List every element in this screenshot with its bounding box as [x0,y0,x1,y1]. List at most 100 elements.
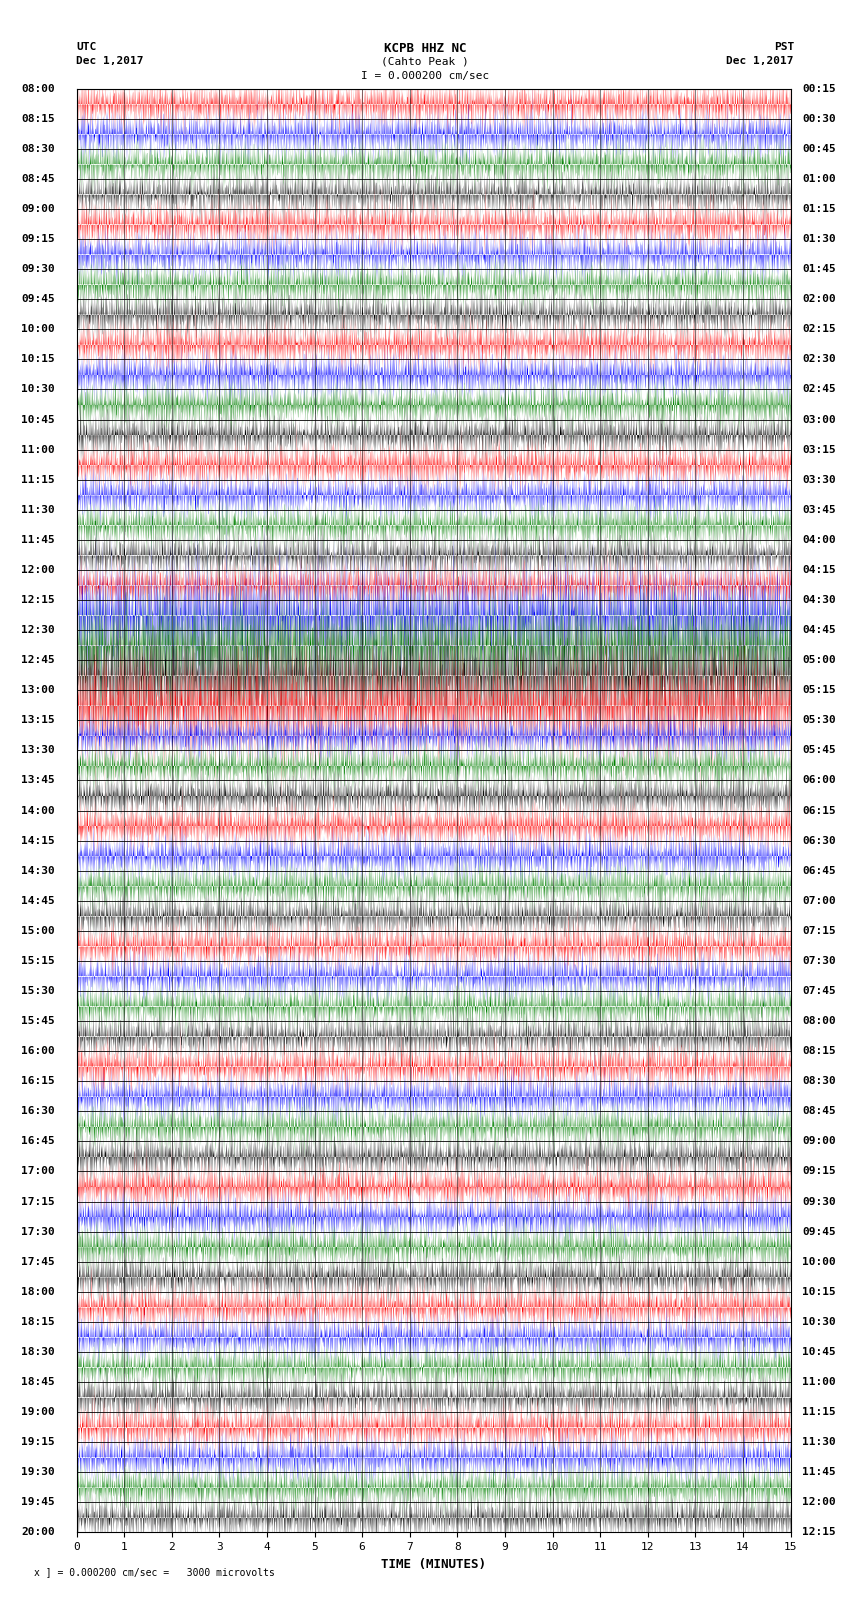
Text: 15:00: 15:00 [21,926,55,936]
Text: 11:45: 11:45 [802,1468,836,1478]
Text: 01:00: 01:00 [802,174,836,184]
Text: 08:00: 08:00 [21,84,55,94]
Text: 19:30: 19:30 [21,1468,55,1478]
Text: (Cahto Peak ): (Cahto Peak ) [381,56,469,66]
Text: 05:15: 05:15 [802,686,836,695]
Text: 11:00: 11:00 [21,445,55,455]
Text: 06:15: 06:15 [802,805,836,816]
Text: 11:15: 11:15 [802,1407,836,1418]
Text: 06:30: 06:30 [802,836,836,845]
Text: 08:00: 08:00 [802,1016,836,1026]
Text: 10:00: 10:00 [802,1257,836,1266]
Text: 13:15: 13:15 [21,715,55,726]
Text: 18:15: 18:15 [21,1316,55,1327]
Text: 17:00: 17:00 [21,1166,55,1176]
Text: 03:00: 03:00 [802,415,836,424]
Text: Dec 1,2017: Dec 1,2017 [727,56,794,66]
Text: 04:30: 04:30 [802,595,836,605]
X-axis label: TIME (MINUTES): TIME (MINUTES) [381,1558,486,1571]
Text: 19:15: 19:15 [21,1437,55,1447]
Text: 09:30: 09:30 [802,1197,836,1207]
Text: 10:15: 10:15 [802,1287,836,1297]
Text: KCPB HHZ NC: KCPB HHZ NC [383,42,467,55]
Text: 02:15: 02:15 [802,324,836,334]
Text: 08:15: 08:15 [21,115,55,124]
Text: 10:00: 10:00 [21,324,55,334]
Text: 16:45: 16:45 [21,1137,55,1147]
Text: PST: PST [774,42,794,52]
Text: 11:00: 11:00 [802,1378,836,1387]
Text: 12:00: 12:00 [802,1497,836,1507]
Text: 15:45: 15:45 [21,1016,55,1026]
Text: 02:30: 02:30 [802,355,836,365]
Text: 09:00: 09:00 [802,1137,836,1147]
Text: 07:15: 07:15 [802,926,836,936]
Text: 08:30: 08:30 [802,1076,836,1086]
Text: 04:15: 04:15 [802,565,836,574]
Text: 08:45: 08:45 [802,1107,836,1116]
Text: 12:15: 12:15 [21,595,55,605]
Text: 10:45: 10:45 [21,415,55,424]
Text: 00:45: 00:45 [802,144,836,153]
Text: 17:30: 17:30 [21,1226,55,1237]
Text: 05:45: 05:45 [802,745,836,755]
Text: 08:45: 08:45 [21,174,55,184]
Text: 09:15: 09:15 [802,1166,836,1176]
Text: 17:15: 17:15 [21,1197,55,1207]
Text: 04:00: 04:00 [802,536,836,545]
Text: 09:45: 09:45 [21,294,55,305]
Text: 10:30: 10:30 [802,1316,836,1327]
Text: 09:15: 09:15 [21,234,55,244]
Text: 01:15: 01:15 [802,203,836,215]
Text: 00:30: 00:30 [802,115,836,124]
Text: 12:00: 12:00 [21,565,55,574]
Text: 11:30: 11:30 [802,1437,836,1447]
Text: 10:15: 10:15 [21,355,55,365]
Text: 17:45: 17:45 [21,1257,55,1266]
Text: 11:15: 11:15 [21,474,55,484]
Text: 16:15: 16:15 [21,1076,55,1086]
Text: 20:00: 20:00 [21,1528,55,1537]
Text: 03:30: 03:30 [802,474,836,484]
Text: 07:45: 07:45 [802,986,836,995]
Text: 07:30: 07:30 [802,957,836,966]
Text: 13:45: 13:45 [21,776,55,786]
Text: 13:00: 13:00 [21,686,55,695]
Text: 09:45: 09:45 [802,1226,836,1237]
Text: 18:45: 18:45 [21,1378,55,1387]
Text: 08:15: 08:15 [802,1047,836,1057]
Text: 05:00: 05:00 [802,655,836,665]
Text: 16:30: 16:30 [21,1107,55,1116]
Text: I = 0.000200 cm/sec: I = 0.000200 cm/sec [361,71,489,81]
Text: 07:00: 07:00 [802,895,836,907]
Text: 09:00: 09:00 [21,203,55,215]
Text: 09:30: 09:30 [21,265,55,274]
Text: 10:30: 10:30 [21,384,55,395]
Text: 15:15: 15:15 [21,957,55,966]
Text: 12:15: 12:15 [802,1528,836,1537]
Text: 14:45: 14:45 [21,895,55,907]
Text: 11:30: 11:30 [21,505,55,515]
Text: 08:30: 08:30 [21,144,55,153]
Text: 03:15: 03:15 [802,445,836,455]
Text: 14:15: 14:15 [21,836,55,845]
Text: 06:00: 06:00 [802,776,836,786]
Text: 14:30: 14:30 [21,866,55,876]
Text: 03:45: 03:45 [802,505,836,515]
Text: Dec 1,2017: Dec 1,2017 [76,56,144,66]
Text: 18:00: 18:00 [21,1287,55,1297]
Text: 05:30: 05:30 [802,715,836,726]
Text: 12:45: 12:45 [21,655,55,665]
Text: x ] = 0.000200 cm/sec =   3000 microvolts: x ] = 0.000200 cm/sec = 3000 microvolts [34,1568,275,1578]
Text: 14:00: 14:00 [21,805,55,816]
Text: 01:30: 01:30 [802,234,836,244]
Text: 00:15: 00:15 [802,84,836,94]
Text: 02:00: 02:00 [802,294,836,305]
Text: 16:00: 16:00 [21,1047,55,1057]
Text: 15:30: 15:30 [21,986,55,995]
Text: 02:45: 02:45 [802,384,836,395]
Text: 01:45: 01:45 [802,265,836,274]
Text: 19:45: 19:45 [21,1497,55,1507]
Text: 10:45: 10:45 [802,1347,836,1357]
Text: 18:30: 18:30 [21,1347,55,1357]
